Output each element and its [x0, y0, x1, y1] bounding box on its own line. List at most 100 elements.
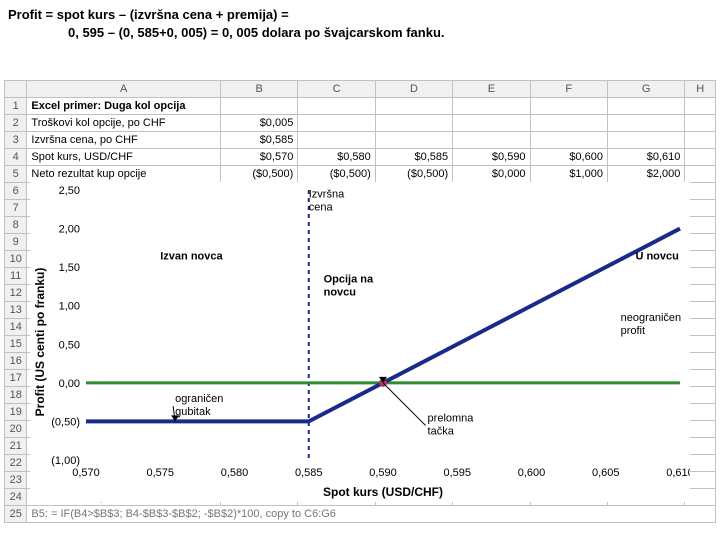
- svg-text:0,00: 0,00: [59, 378, 80, 390]
- row-head: 21: [5, 438, 27, 455]
- row-head: 14: [5, 319, 27, 336]
- cell: $0,600: [530, 149, 607, 166]
- row-head: 20: [5, 421, 27, 438]
- svg-text:ograničen: ograničen: [175, 393, 223, 405]
- cell: $2,000: [607, 166, 684, 183]
- cell: ($0,500): [220, 166, 297, 183]
- cell: $0,610: [607, 149, 684, 166]
- cell: $0,585: [220, 132, 297, 149]
- svg-text:0,590: 0,590: [369, 467, 397, 479]
- cell: $0,585: [375, 149, 452, 166]
- cell: $0,000: [453, 166, 530, 183]
- cell: [685, 115, 716, 132]
- svg-text:(0,50): (0,50): [51, 416, 80, 428]
- cell: [685, 149, 716, 166]
- svg-text:1,50: 1,50: [59, 262, 80, 274]
- svg-text:neograničen: neograničen: [621, 312, 682, 324]
- svg-text:cena: cena: [309, 202, 334, 214]
- svg-text:0,575: 0,575: [146, 467, 174, 479]
- svg-text:0,595: 0,595: [443, 467, 471, 479]
- row-head: 24: [5, 489, 27, 506]
- cell: [685, 132, 716, 149]
- svg-text:Izvršna: Izvršna: [309, 189, 345, 201]
- cell: ($0,500): [298, 166, 375, 183]
- cell: [607, 115, 684, 132]
- row-head: 1: [5, 98, 27, 115]
- cell: Neto rezultat kup opcije: [27, 166, 221, 183]
- svg-text:0,600: 0,600: [518, 467, 546, 479]
- row-head: 17: [5, 370, 27, 387]
- col-head-E: E: [453, 81, 530, 98]
- table-row: 3Izvršna cena, po CHF$0,585: [5, 132, 716, 149]
- row-head: 15: [5, 336, 27, 353]
- cell: ($0,500): [375, 166, 452, 183]
- cell: $0,005: [220, 115, 297, 132]
- profit-chart: Profit (US centi po franku)2,502,001,501…: [30, 182, 690, 502]
- svg-text:Izvan novca: Izvan novca: [160, 250, 223, 262]
- row-head: 25: [5, 506, 27, 523]
- col-head-A: A: [27, 81, 221, 98]
- svg-text:Spot kurs (USD/CHF): Spot kurs (USD/CHF): [323, 485, 443, 499]
- row-head: 18: [5, 387, 27, 404]
- cell: $1,000: [530, 166, 607, 183]
- row-head: 11: [5, 268, 27, 285]
- cell: [453, 98, 530, 115]
- formula-heading: Profit = spot kurs – (izvršna cena + pre…: [0, 0, 720, 46]
- table-row: 25B5: = IF(B4>$B$3; B4-$B$3-$B$2; -$B$2)…: [5, 506, 716, 523]
- col-head-G: G: [607, 81, 684, 98]
- svg-text:Opcija na: Opcija na: [324, 274, 374, 286]
- col-head-F: F: [530, 81, 607, 98]
- cell: $0,580: [298, 149, 375, 166]
- row-head: 4: [5, 149, 27, 166]
- cell: [607, 98, 684, 115]
- row-head: 9: [5, 234, 27, 251]
- svg-text:0,570: 0,570: [72, 467, 100, 479]
- column-header-row: A B C D E F G H: [5, 81, 716, 98]
- cell: [375, 132, 452, 149]
- cell: B5: = IF(B4>$B$3; B4-$B$3-$B$2; -$B$2)*1…: [27, 506, 716, 523]
- table-row: 2Troškovi kol opcije, po CHF$0,005: [5, 115, 716, 132]
- svg-text:U novcu: U novcu: [635, 250, 678, 262]
- col-head-H: H: [685, 81, 716, 98]
- cell: [685, 166, 716, 183]
- svg-text:2,50: 2,50: [59, 185, 80, 197]
- cell: Spot kurs, USD/CHF: [27, 149, 221, 166]
- cell: [530, 132, 607, 149]
- cell: [220, 98, 297, 115]
- svg-text:1,00: 1,00: [59, 301, 80, 313]
- row-head: 12: [5, 285, 27, 302]
- col-head-B: B: [220, 81, 297, 98]
- svg-text:0,580: 0,580: [221, 467, 249, 479]
- svg-text:novcu: novcu: [324, 287, 356, 299]
- row-head: 2: [5, 115, 27, 132]
- cell: Izvršna cena, po CHF: [27, 132, 221, 149]
- svg-text:0,585: 0,585: [295, 467, 323, 479]
- cell: [298, 115, 375, 132]
- row-head: 19: [5, 404, 27, 421]
- corner-cell: [5, 81, 27, 98]
- table-row: 1Excel primer: Duga kol opcija: [5, 98, 716, 115]
- col-head-C: C: [298, 81, 375, 98]
- svg-text:gubitak: gubitak: [175, 406, 211, 418]
- row-head: 6: [5, 183, 27, 200]
- cell: [298, 98, 375, 115]
- row-head: 5: [5, 166, 27, 183]
- svg-text:0,605: 0,605: [592, 467, 620, 479]
- cell: Troškovi kol opcije, po CHF: [27, 115, 221, 132]
- cell: [530, 98, 607, 115]
- cell: [453, 115, 530, 132]
- cell: [607, 132, 684, 149]
- row-head: 10: [5, 251, 27, 268]
- row-head: 3: [5, 132, 27, 149]
- table-row: 5Neto rezultat kup opcije($0,500)($0,500…: [5, 166, 716, 183]
- chart-svg: Profit (US centi po franku)2,502,001,501…: [30, 182, 690, 502]
- col-head-D: D: [375, 81, 452, 98]
- cell: [375, 115, 452, 132]
- svg-text:(1,00): (1,00): [51, 455, 80, 467]
- formula-line1: Profit = spot kurs – (izvršna cena + pre…: [8, 6, 712, 24]
- row-head: 8: [5, 217, 27, 234]
- row-head: 22: [5, 455, 27, 472]
- cell: [685, 98, 716, 115]
- cell: [530, 115, 607, 132]
- svg-text:2,00: 2,00: [59, 224, 80, 236]
